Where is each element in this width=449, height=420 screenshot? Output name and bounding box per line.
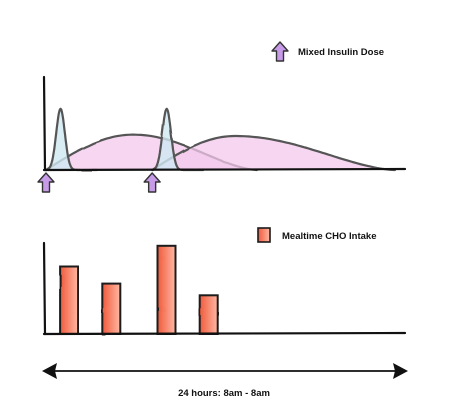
- insulin-action-plot: [44, 107, 397, 172]
- dose-markers: [37, 172, 161, 193]
- intermediate-acting-curve-2-fill: [152, 136, 395, 170]
- dose-arrow-icon-1: [37, 172, 55, 193]
- up-arrow-icon: [271, 41, 289, 62]
- insulin-legend: Mixed Insulin Dose: [271, 41, 384, 62]
- cho-y-axis: [42, 241, 47, 336]
- insulin-x-axis: [42, 167, 407, 172]
- rapid-acting-curve-1-fill: [46, 108, 97, 170]
- cho-bar-plot: [59, 244, 219, 336]
- legend-arrow-shape: [271, 41, 289, 62]
- cho-bar-4: [198, 294, 219, 335]
- bar-swatch-icon: [257, 227, 271, 243]
- cho-bar-3: [156, 244, 177, 335]
- dose-arrow-icon-2: [143, 172, 161, 193]
- cho-legend: Mealtime CHO Intake: [257, 227, 377, 243]
- insulin-legend-label: Mixed Insulin Dose: [298, 47, 384, 58]
- timeline: 24 hours: 8am - 8am: [42, 363, 408, 399]
- arrow-left-icon: [42, 363, 57, 379]
- cho-bar-1: [59, 265, 80, 335]
- rapid-acting-curve-2-fill: [152, 108, 204, 170]
- insulin-y-axis: [42, 75, 47, 172]
- intermediate-acting-curve-2: [151, 134, 397, 172]
- cho-legend-label: Mealtime CHO Intake: [282, 231, 377, 242]
- cho-bar-2: [101, 282, 122, 336]
- arrow-right-icon: [393, 363, 408, 379]
- cho-x-axis: [42, 331, 407, 336]
- timeline-label: 24 hours: 8am - 8am: [178, 388, 270, 399]
